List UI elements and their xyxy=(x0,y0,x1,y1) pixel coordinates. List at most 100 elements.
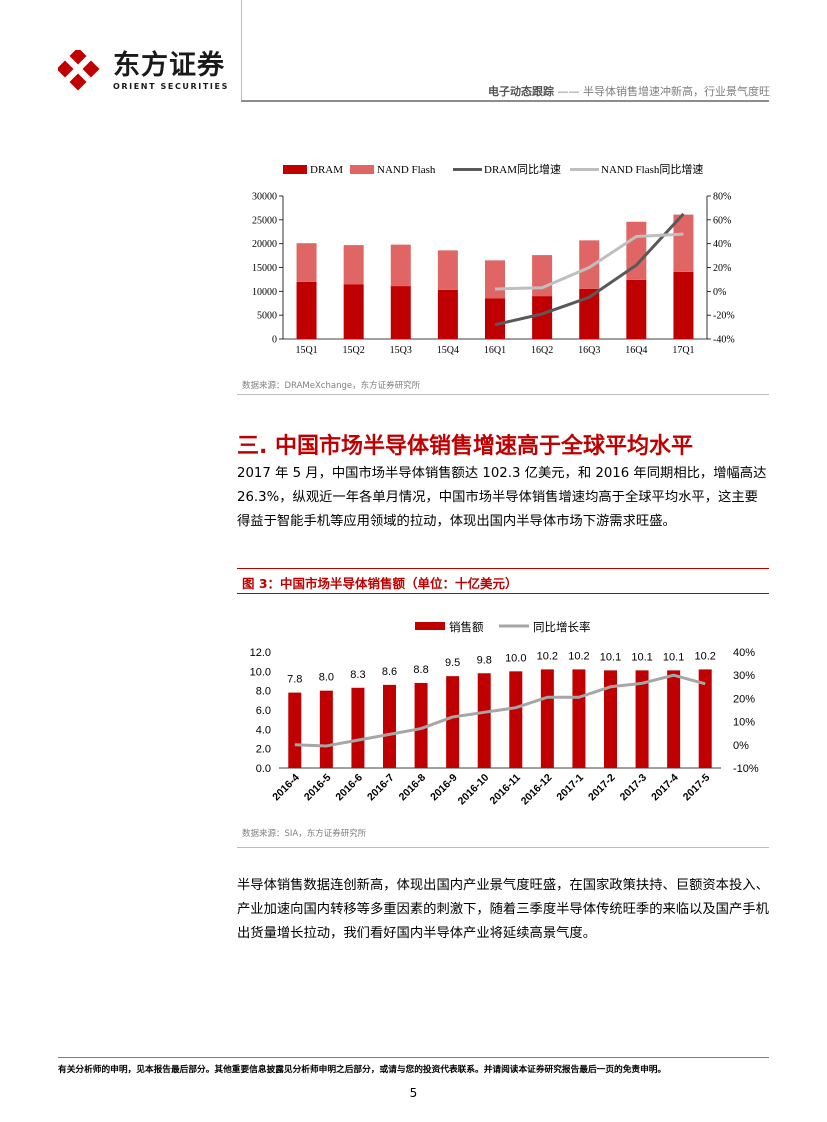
bar-dram xyxy=(343,284,364,339)
y-tick-label-left: 0 xyxy=(272,335,277,346)
figure3-source: 数据来源：SIA，东方证券研究所 xyxy=(242,829,367,839)
y-tick-label-right: 20% xyxy=(713,263,731,274)
bar-value-label: 9.8 xyxy=(477,654,492,666)
y-tick-label-right: -20% xyxy=(713,311,735,322)
bar-dram xyxy=(626,279,647,339)
report-header-title: 电子动态跟踪 —— 半导体销售增速冲新高，行业景气度旺 xyxy=(488,83,770,99)
logo-icon xyxy=(58,50,100,91)
x-tick-label: 16Q4 xyxy=(625,345,647,356)
bar-value-label: 10.2 xyxy=(695,650,716,662)
bar-sales xyxy=(635,670,649,768)
bar-nand xyxy=(485,260,505,299)
bar-value-label: 8.3 xyxy=(350,669,365,681)
y-tick-label-right: 60% xyxy=(713,215,731,226)
x-tick-label: 17Q1 xyxy=(672,345,694,356)
y-tick-label-left: 6.0 xyxy=(256,705,271,717)
line-dram-growth xyxy=(494,212,685,327)
brand-name-cn: 东方证券 xyxy=(113,50,225,81)
y-tick-label-left: 30000 xyxy=(252,192,277,203)
y-tick-label-left: 4.0 xyxy=(256,724,271,736)
legend-label: 销售额 xyxy=(449,620,484,634)
bar-dram xyxy=(437,289,458,339)
bar-sales xyxy=(572,669,586,768)
bar-nand xyxy=(673,214,694,272)
bar-value-label: 10.2 xyxy=(537,650,558,662)
y-tick-label-left: 12.0 xyxy=(250,647,271,659)
bar-value-label: 10.1 xyxy=(631,651,652,663)
report-type: 电子动态跟踪 xyxy=(488,85,554,98)
y-tick-label-right: 40% xyxy=(713,239,731,250)
footer-rule xyxy=(58,1057,769,1058)
y-tick-label-right: 30% xyxy=(733,670,755,682)
y-tick-label-left: 10000 xyxy=(252,287,277,298)
brand-name-en: ORIENT SECURITIES xyxy=(113,82,229,91)
line-yoy-growth xyxy=(294,673,706,748)
y-tick-label-left: 8.0 xyxy=(256,686,271,698)
bar-value-label: 10.1 xyxy=(663,651,684,663)
bar-nand xyxy=(390,244,411,287)
legend-swatch xyxy=(350,165,374,174)
bar-dram xyxy=(673,271,694,339)
y-tick-label-left: 15000 xyxy=(252,263,277,274)
x-tick-label: 2016-10 xyxy=(456,772,492,808)
x-tick-label: 2017-1 xyxy=(554,772,586,804)
legend-swatch xyxy=(415,622,445,630)
x-tick-label: 15Q3 xyxy=(390,345,412,356)
y-tick-label-left: 10.0 xyxy=(250,666,271,678)
legend-label: DRAM xyxy=(310,164,343,176)
x-tick-label: 15Q2 xyxy=(343,345,365,356)
x-tick-label: 15Q1 xyxy=(295,345,317,356)
header-rule xyxy=(241,100,769,102)
x-tick-label: 2016-4 xyxy=(270,772,302,804)
y-tick-label-right: 10% xyxy=(733,717,755,729)
page-number: 5 xyxy=(409,1086,418,1100)
bar-sales xyxy=(698,669,712,768)
x-tick-label: 2016-6 xyxy=(333,772,365,804)
figure2-source: 数据来源：DRAMeXchange，东方证券研究所 xyxy=(242,381,421,391)
bar-dram xyxy=(296,281,317,339)
x-tick-label: 16Q1 xyxy=(484,345,506,356)
dram-nand-chart: DRAM NAND Flash DRAM同比增速 NAND Flash同比增速 0 500… xyxy=(252,162,735,356)
x-tick-label: 2016-8 xyxy=(397,772,429,804)
figure3-bottom-rule xyxy=(237,847,769,848)
legend-label: DRAM同比增速 xyxy=(484,162,561,176)
footer-disclaimer: 有关分析师的申明，见本报告最后部分。其他重要信息披露见分析师申明之后部分，或请与… xyxy=(58,1065,667,1075)
legend-label: 同比增长率 xyxy=(533,620,591,634)
china-semiconductor-sales-chart: 销售额 同比增长率 0.0 2.0 4.0 6.0 8.0 10.0 12.0 -10% 0% 10%… xyxy=(250,620,759,808)
bar-sales xyxy=(319,690,333,768)
y-tick-label-right: 40% xyxy=(733,647,755,659)
x-tick-label: 2017-4 xyxy=(649,772,681,804)
bar-sales xyxy=(667,670,681,768)
y-tick-label-left: 2.0 xyxy=(256,744,271,756)
bar-nand xyxy=(532,255,553,297)
bar-dram xyxy=(532,296,553,339)
bar-sales xyxy=(383,684,396,768)
line-nand-growth xyxy=(494,232,684,291)
bar-nand xyxy=(343,245,364,285)
figure3-top-rule xyxy=(237,568,769,569)
x-tick-label: 2016-5 xyxy=(302,772,334,804)
figure2-bottom-rule xyxy=(237,394,769,395)
figure3-title: 图 3：中国市场半导体销售额（单位：十亿美元） xyxy=(242,576,518,591)
x-tick-label: 2017-3 xyxy=(618,772,650,804)
x-tick-label: 2017-2 xyxy=(586,772,618,804)
x-tick-label: 2016-7 xyxy=(365,772,397,804)
bar-dram xyxy=(579,288,600,339)
y-tick-label-right: 20% xyxy=(733,693,755,705)
bar-value-label: 9.5 xyxy=(445,657,460,669)
bar-nand xyxy=(437,250,458,290)
bar-sales xyxy=(446,676,460,768)
bar-sales xyxy=(477,673,491,768)
bar-sales xyxy=(604,670,617,768)
bar-dram xyxy=(485,298,505,339)
bar-dram xyxy=(390,286,411,339)
y-tick-label-left: 25000 xyxy=(252,215,277,226)
y-tick-label-right: 0% xyxy=(733,740,749,752)
closing-paragraph: 半导体销售数据连创新高，体现出国内产业景气度旺盛，在国家政策扶持、巨额资本投入、… xyxy=(237,878,769,941)
figure3-title-rule xyxy=(237,593,769,594)
y-tick-label-right: 0% xyxy=(713,287,726,298)
x-tick-label: 16Q2 xyxy=(531,345,553,356)
y-tick-label-right: -10% xyxy=(733,763,759,775)
y-tick-label-left: 0.0 xyxy=(256,763,271,775)
legend-swatch xyxy=(283,165,307,174)
